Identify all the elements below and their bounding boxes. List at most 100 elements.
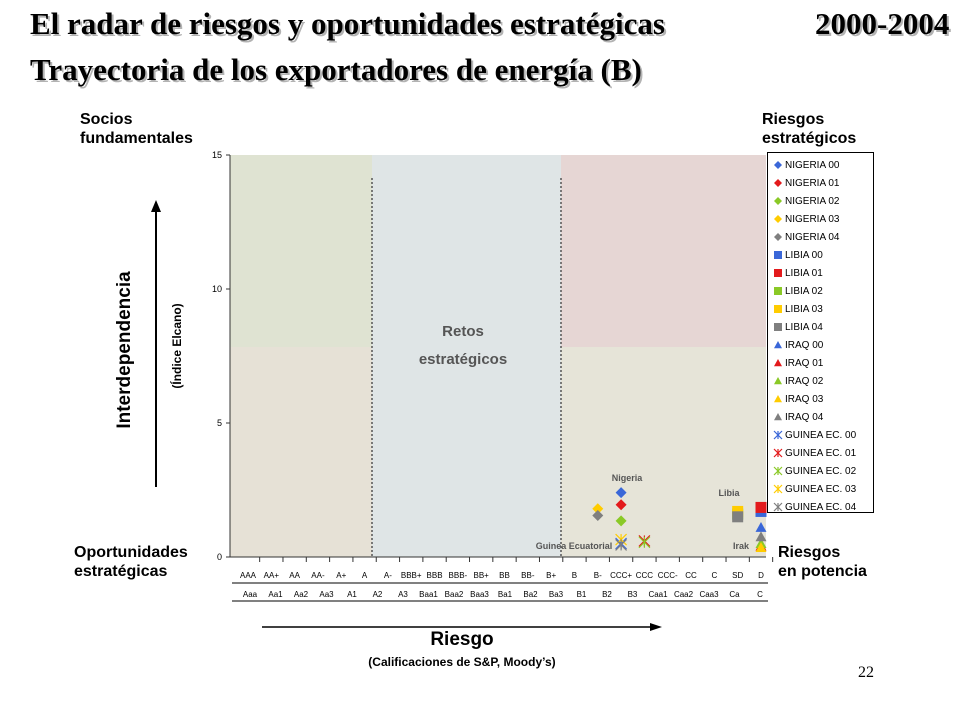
sp-rating-label: BBB- xyxy=(449,571,468,580)
sp-rating-label: BB- xyxy=(521,571,535,580)
y-axis-title: Interdependencia xyxy=(114,271,135,429)
sp-rating-label: C xyxy=(711,571,717,580)
legend-marker-icon xyxy=(774,359,782,367)
country-label-nigeria: Nigeria xyxy=(612,473,644,483)
legend-item: NIGERIA 00 xyxy=(768,156,873,174)
legend-marker-icon xyxy=(773,466,783,476)
moodys-rating-label: Ba1 xyxy=(498,590,513,599)
moodys-rating-label: Ba3 xyxy=(549,590,564,599)
legend-marker-icon xyxy=(774,251,782,259)
legend-item-label: GUINEA EC. 03 xyxy=(785,483,857,495)
data-point xyxy=(755,501,767,513)
legend-item: NIGERIA 03 xyxy=(768,210,873,228)
legend-marker-icon xyxy=(774,179,782,187)
sp-rating-label: A- xyxy=(384,571,392,580)
legend-item: LIBIA 02 xyxy=(768,282,873,300)
quadrant-label-line: Riesgos xyxy=(778,544,841,561)
legend-marker-icon xyxy=(774,323,782,331)
legend-item: NIGERIA 02 xyxy=(768,192,873,210)
legend-marker-icon xyxy=(774,341,782,349)
sp-rating-label: A xyxy=(362,571,368,580)
moodys-rating-label: Caa1 xyxy=(648,590,668,599)
quadrant-label-line: fundamentales xyxy=(80,130,193,147)
legend-item: GUINEA EC. 02 xyxy=(768,462,873,480)
moodys-rating-label: Baa3 xyxy=(470,590,489,599)
legend-item-label: NIGERIA 02 xyxy=(785,195,840,207)
sp-rating-label: B- xyxy=(594,571,602,580)
legend-item: LIBIA 01 xyxy=(768,264,873,282)
legend-item: IRAQ 03 xyxy=(768,390,873,408)
y-axis-subtitle: (Índice Elcano) xyxy=(169,303,184,388)
quadrant-label-top-right: Riesgos estratégicos xyxy=(762,110,856,148)
y-tick-label: 5 xyxy=(217,418,222,428)
moodys-rating-label: C xyxy=(757,590,763,599)
legend-marker-icon xyxy=(774,377,782,385)
sp-rating-label: CC xyxy=(685,571,697,580)
legend-item-label: LIBIA 02 xyxy=(785,285,823,297)
data-point xyxy=(755,542,767,553)
country-label-libia: Libia xyxy=(718,488,740,498)
legend-item-label: LIBIA 01 xyxy=(785,267,823,279)
legend-item: LIBIA 00 xyxy=(768,246,873,264)
legend-item-label: GUINEA EC. 04 xyxy=(785,501,857,513)
legend-item: GUINEA EC. 04 xyxy=(768,498,873,516)
moodys-rating-label: Ca xyxy=(729,590,740,599)
page-number: 22 xyxy=(858,664,874,681)
legend-marker-icon xyxy=(774,269,782,277)
data-point xyxy=(615,499,627,511)
x-axis-title: Riesgo xyxy=(430,629,493,650)
y-tick-label: 0 xyxy=(217,552,222,562)
slide-subtitle: Trayectoria de los exportadores de energ… xyxy=(30,52,642,87)
quadrant-label-bottom-right: Riesgos en potencia xyxy=(778,543,867,581)
legend-marker-icon xyxy=(773,430,783,440)
moodys-rating-label: B3 xyxy=(628,590,638,599)
moodys-rating-label: Caa3 xyxy=(699,590,719,599)
zone-riesgos-potencia xyxy=(561,347,766,557)
legend-item-label: GUINEA EC. 00 xyxy=(785,429,857,441)
legend-marker-icon xyxy=(774,287,782,295)
sp-rating-label: AA+ xyxy=(264,571,280,580)
quadrant-label-line: estratégicas xyxy=(74,563,168,580)
data-point xyxy=(732,511,744,523)
legend-marker-icon xyxy=(774,395,782,403)
legend-marker-icon xyxy=(774,215,782,223)
legend-item-label: NIGERIA 01 xyxy=(785,177,840,189)
data-point xyxy=(592,509,604,521)
period-label: 2000-2004 xyxy=(815,6,950,41)
legend-marker-icon xyxy=(773,484,783,494)
sp-rating-label: SD xyxy=(732,571,743,580)
legend-item: IRAQ 01 xyxy=(768,354,873,372)
data-point xyxy=(638,536,651,549)
sp-rating-label: AA xyxy=(289,571,300,580)
legend-item: IRAQ 04 xyxy=(768,408,873,426)
legend-item-label: NIGERIA 04 xyxy=(785,231,840,243)
moodys-rating-label: Baa2 xyxy=(445,590,464,599)
quadrant-label-line: en potencia xyxy=(778,563,867,580)
sp-rating-label: AAA xyxy=(240,571,257,580)
legend-item: LIBIA 04 xyxy=(768,318,873,336)
moodys-rating-label: A2 xyxy=(373,590,383,599)
legend-item-label: IRAQ 01 xyxy=(785,357,824,369)
zone-retos xyxy=(372,155,561,557)
data-point xyxy=(615,539,628,551)
zone-riesgos-estrategicos xyxy=(561,155,766,347)
legend-item-label: IRAQ 00 xyxy=(785,339,824,351)
legend-item: IRAQ 02 xyxy=(768,372,873,390)
sp-rating-label: BBB xyxy=(427,571,443,580)
legend-marker-icon xyxy=(774,161,782,169)
quadrant-label-line: estratégicos xyxy=(762,130,857,147)
legend-marker-icon xyxy=(774,197,782,205)
y-tick-label: 10 xyxy=(212,284,222,294)
moodys-rating-label: Aa3 xyxy=(319,590,334,599)
legend-marker-icon xyxy=(774,305,782,313)
moodys-rating-label: A3 xyxy=(398,590,408,599)
zone-socios xyxy=(230,155,372,347)
quadrant-label-line: Socios xyxy=(80,111,133,128)
legend-item: IRAQ 00 xyxy=(768,336,873,354)
legend-item: GUINEA EC. 01 xyxy=(768,444,873,462)
sp-rating-label: BB xyxy=(499,571,510,580)
quadrant-label-top-left: Socios fundamentales xyxy=(80,110,193,148)
zone-oportunidades xyxy=(230,347,372,557)
moodys-rating-label: B1 xyxy=(577,590,587,599)
moodys-rating-label: Aa1 xyxy=(268,590,283,599)
